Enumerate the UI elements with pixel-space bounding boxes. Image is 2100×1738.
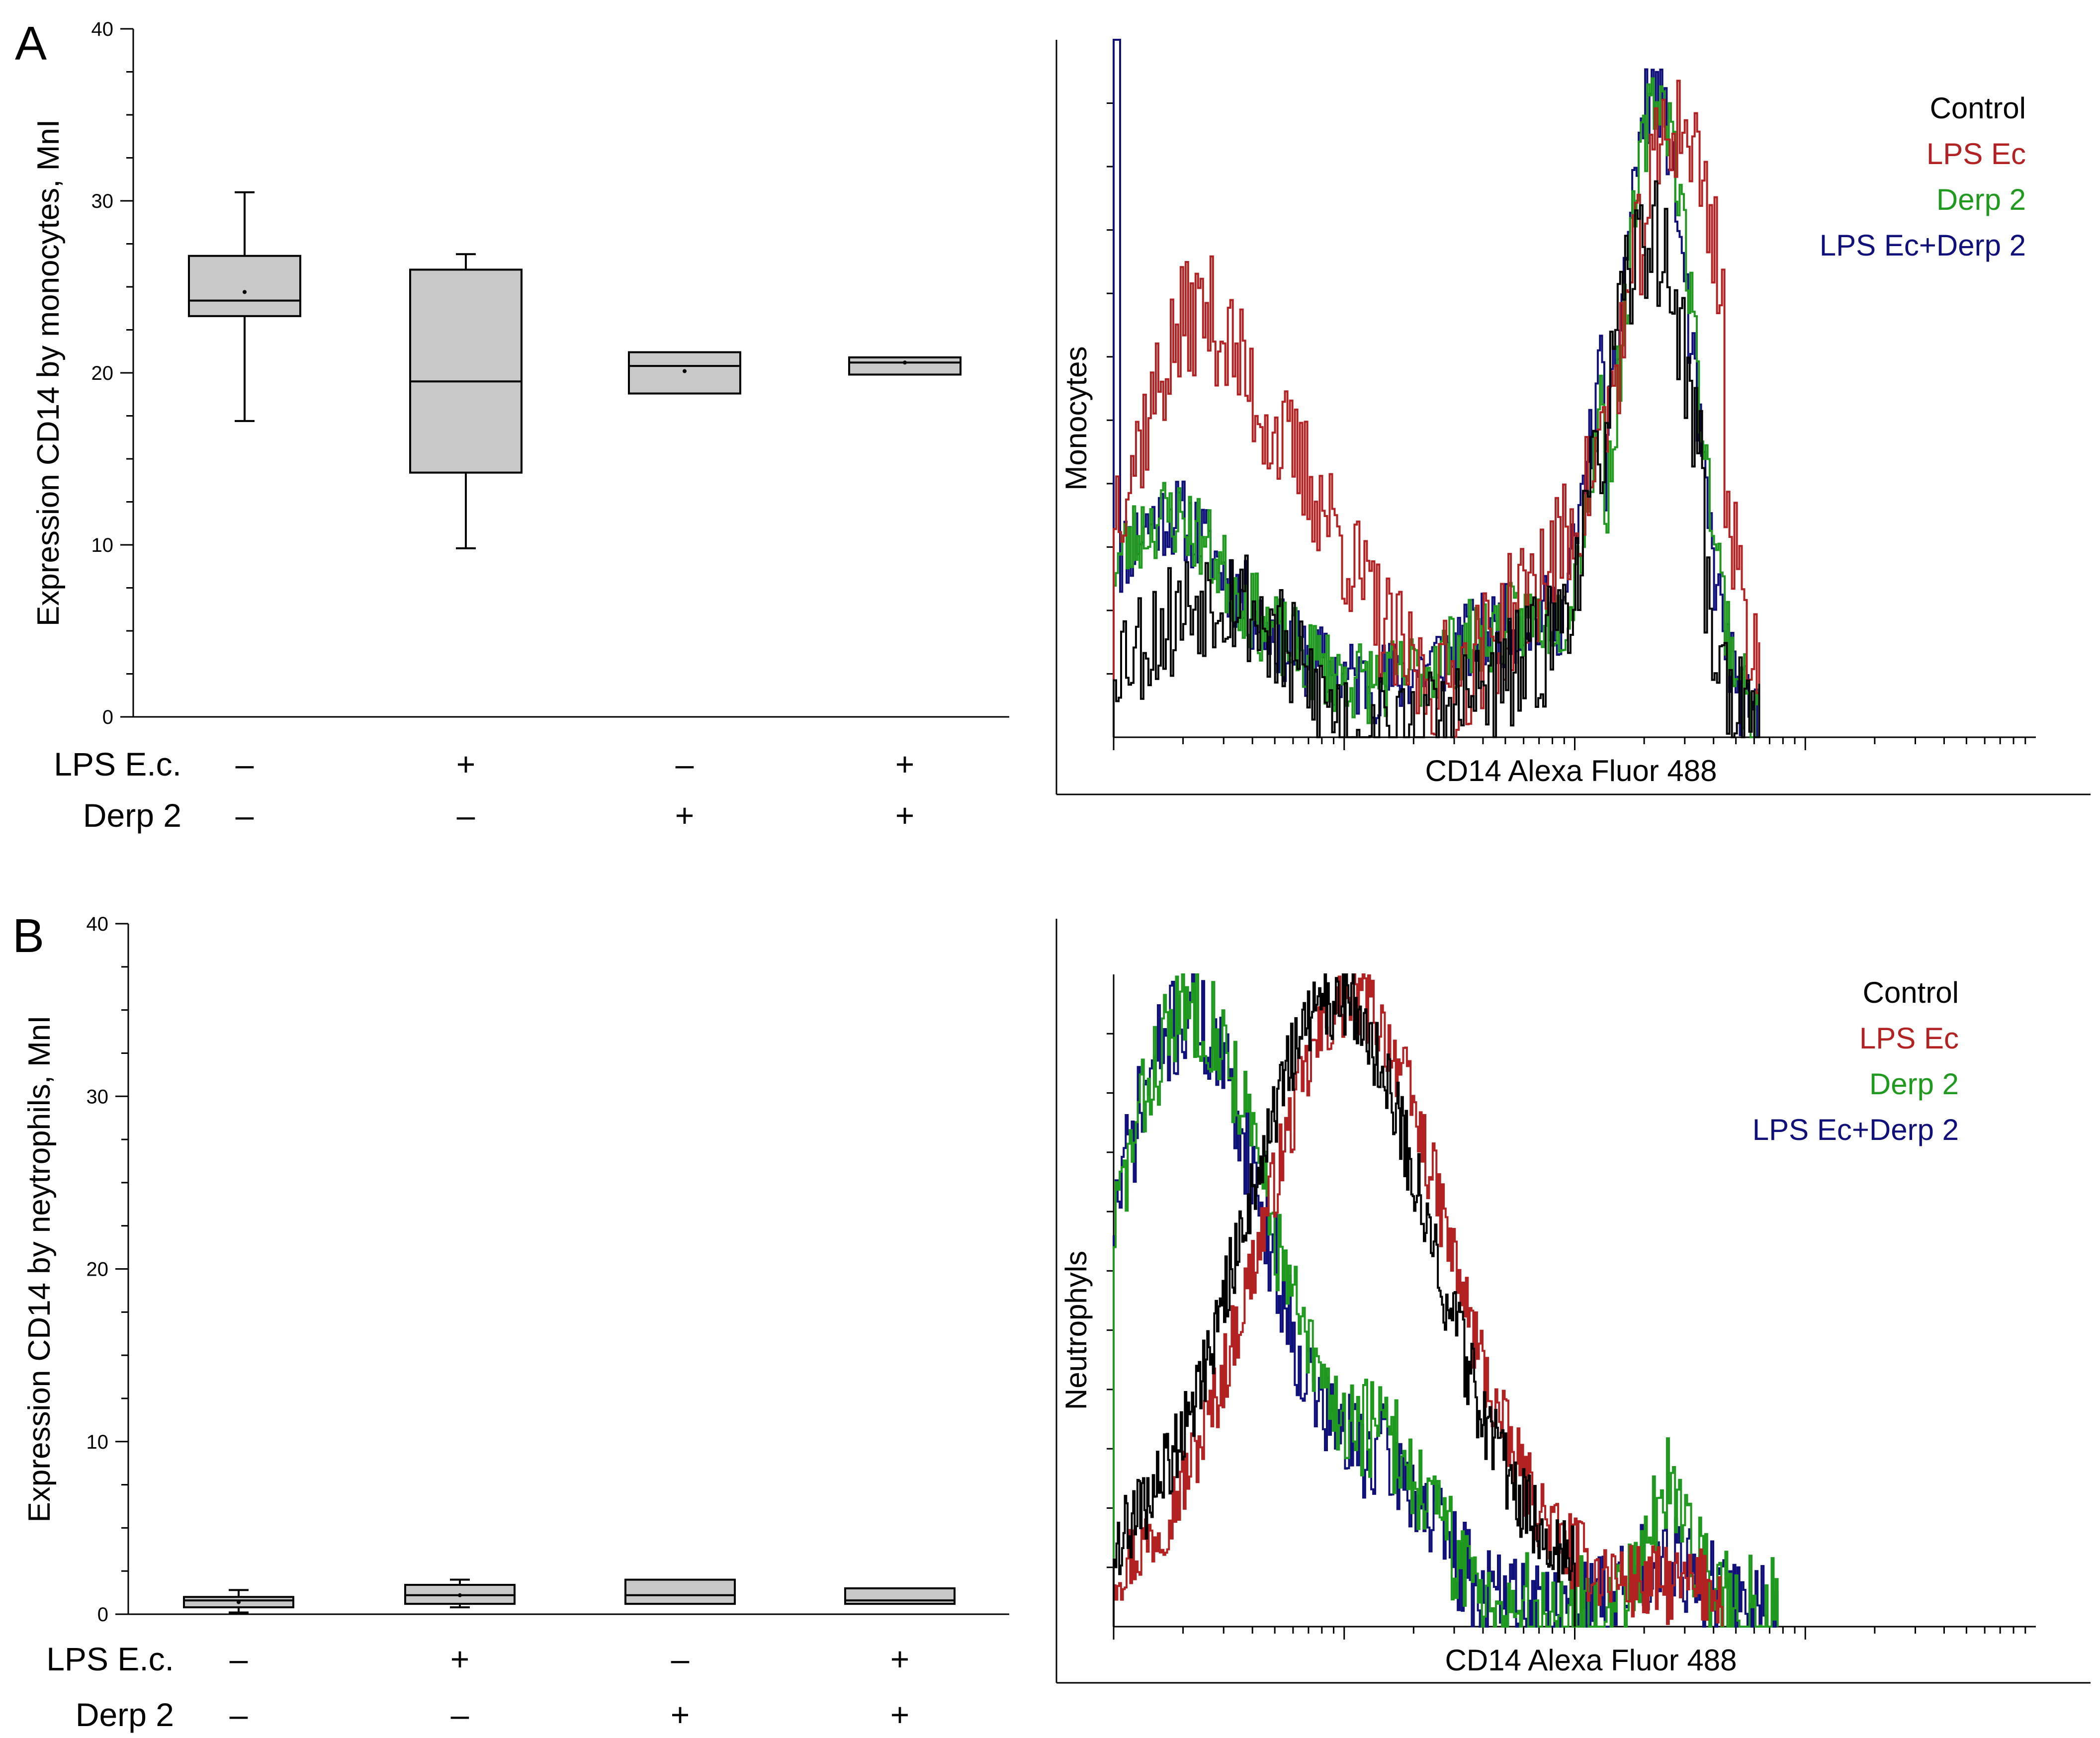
y-axis-label: Monocytes — [1059, 346, 1093, 490]
mean-marker — [458, 1593, 462, 1597]
panel-b-boxplot: B 0 10 20 30 40 Expression CD14 by neytrophils… — [12, 909, 1009, 1733]
y-tick-label: 20 — [87, 1259, 109, 1281]
legend-entry-lps: LPS Ec — [1926, 137, 2026, 171]
panel-label: A — [15, 17, 47, 70]
y-tick-label: 20 — [91, 362, 114, 384]
box — [409, 268, 523, 474]
legend-entry-control: Control — [1930, 91, 2026, 125]
condition-mark: – — [676, 746, 694, 782]
mean-marker — [683, 369, 687, 373]
condition-mark: + — [895, 746, 915, 782]
condition-mark: – — [236, 746, 254, 782]
condition-mark: + — [450, 1641, 470, 1677]
y-tick-label: 30 — [91, 190, 114, 212]
x-axis-label: CD14 Alexa Fluor 488 — [1425, 754, 1717, 787]
panel-a-histogram: Monocytes CD14 Alexa Fluor 488 Control LPS … — [1055, 39, 2091, 795]
condition-mark: – — [457, 797, 475, 834]
condition-mark: + — [671, 1696, 690, 1733]
condition-mark: – — [236, 797, 254, 834]
box — [188, 255, 301, 317]
y-axis-label: Neutrophyls — [1059, 1251, 1093, 1410]
mean-marker — [243, 290, 247, 294]
panel-b-histogram: Neutrophyls CD14 Alexa Fluor 488 Control LP… — [1055, 919, 2091, 1684]
histogram-trace-derp — [1113, 77, 1760, 738]
histogram-trace-control — [1113, 973, 1576, 1627]
box — [848, 356, 962, 376]
condition-mark: + — [890, 1641, 910, 1677]
histogram-trace-control — [1113, 180, 1760, 738]
y-axis-label: Expression CD14 by neytrophils, MnI — [22, 1015, 57, 1522]
y-axis-label: Expression CD14 by monocytes, MnI — [31, 119, 66, 626]
box — [624, 1578, 736, 1605]
legend-entry-combo: LPS Ec+Derp 2 — [1752, 1113, 1959, 1146]
y-tick-label: 0 — [97, 1604, 108, 1626]
condition-mark: + — [675, 797, 695, 834]
y-tick-label: 40 — [91, 18, 114, 40]
x-axis-label: CD14 Alexa Fluor 488 — [1445, 1644, 1737, 1677]
y-tick-label: 0 — [102, 706, 113, 728]
condition-mark: – — [451, 1696, 469, 1733]
legend-entry-derp: Derp 2 — [1869, 1067, 1959, 1101]
condition-row-label: Derp 2 — [83, 797, 181, 834]
condition-mark: – — [230, 1696, 248, 1733]
condition-mark: + — [890, 1696, 910, 1733]
panel-a-boxplot: A 0 10 20 30 40 Expression CD14 by monocytes, … — [15, 17, 1009, 834]
y-tick-label: 30 — [87, 1086, 109, 1108]
condition-mark: – — [230, 1641, 248, 1677]
histogram-trace-combo — [1113, 39, 1760, 738]
condition-row-label: LPS E.c. — [54, 746, 181, 782]
condition-mark: + — [895, 797, 915, 834]
histogram-trace-lps — [1113, 973, 1724, 1627]
mean-marker — [237, 1600, 241, 1604]
legend-entry-combo: LPS Ec+Derp 2 — [1820, 229, 2026, 262]
legend-entry-control: Control — [1863, 976, 1959, 1009]
panel-label: B — [12, 909, 44, 962]
y-tick-label: 40 — [87, 913, 109, 935]
box — [844, 1587, 956, 1605]
mean-marker — [903, 360, 907, 365]
histogram-trace-derp — [1113, 973, 1779, 1628]
condition-row-label: LPS E.c. — [46, 1641, 174, 1677]
condition-mark: – — [671, 1641, 690, 1677]
condition-mark: + — [456, 746, 476, 782]
y-tick-label: 10 — [91, 534, 114, 556]
condition-row-label: Derp 2 — [76, 1696, 174, 1733]
legend-entry-derp: Derp 2 — [1936, 183, 2026, 216]
legend-entry-lps: LPS Ec — [1859, 1022, 1959, 1055]
y-tick-label: 10 — [87, 1431, 109, 1453]
